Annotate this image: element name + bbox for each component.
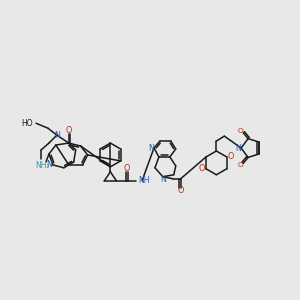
- Text: O: O: [66, 126, 72, 135]
- Text: N: N: [148, 143, 154, 152]
- Text: N: N: [235, 143, 241, 152]
- Text: NH₂: NH₂: [36, 161, 50, 170]
- Text: O: O: [237, 128, 243, 134]
- Text: NH: NH: [138, 176, 150, 185]
- Text: O: O: [123, 164, 129, 173]
- Text: N: N: [160, 175, 166, 184]
- Text: O: O: [199, 164, 205, 173]
- Text: N: N: [46, 160, 52, 169]
- Text: O: O: [227, 152, 234, 161]
- Text: N: N: [54, 130, 60, 140]
- Text: HO: HO: [21, 119, 33, 128]
- Text: O: O: [237, 162, 243, 168]
- Text: O: O: [178, 186, 184, 195]
